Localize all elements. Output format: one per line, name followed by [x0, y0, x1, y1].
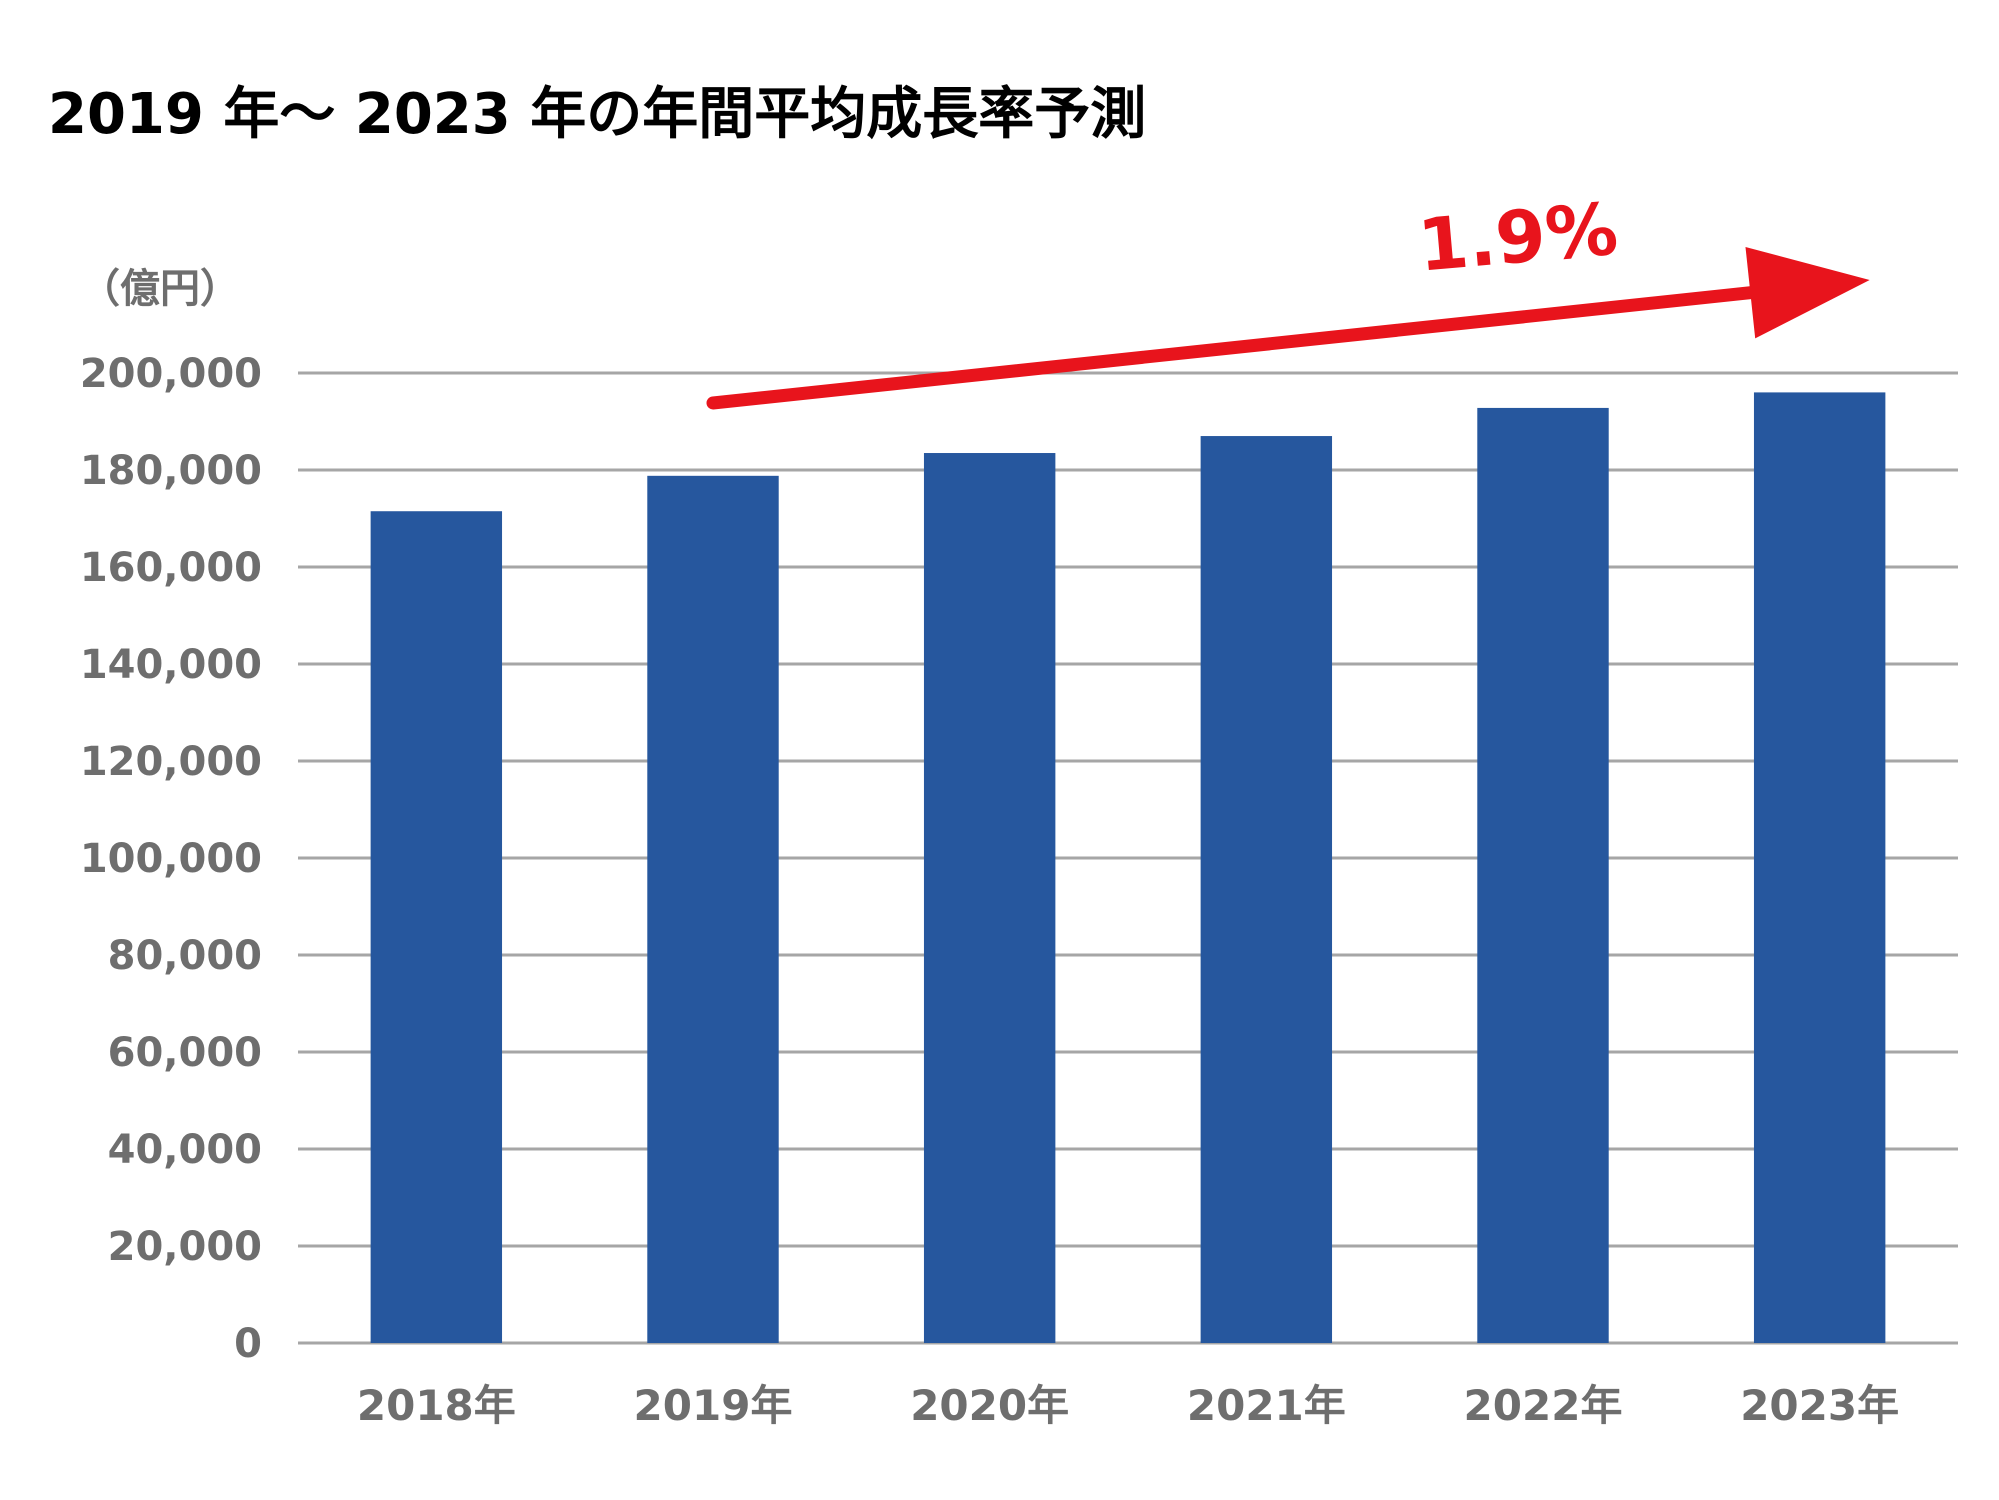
gridlines	[298, 371, 1958, 1345]
bar	[1753, 392, 1886, 1343]
x-axis-category-labels: 2018年 2019年 2020年 2021年 2022年 2023年	[357, 1381, 1899, 1430]
bar	[370, 511, 503, 1344]
y-tick-label: 100,000	[80, 836, 262, 882]
bars	[370, 392, 1886, 1344]
x-category-label: 2019年	[634, 1381, 793, 1430]
x-category-label: 2023年	[1740, 1381, 1899, 1430]
bar	[1477, 407, 1609, 1343]
bar	[923, 453, 1056, 1343]
y-tick-label: 160,000	[80, 545, 262, 591]
y-tick-label: 60,000	[108, 1030, 262, 1076]
x-category-label: 2022年	[1464, 1381, 1623, 1430]
x-category-label: 2021年	[1187, 1381, 1346, 1430]
y-tick-label: 140,000	[80, 642, 262, 688]
x-category-label: 2020年	[910, 1381, 1069, 1430]
y-tick-label: 0	[234, 1321, 262, 1367]
y-axis-unit-label: （億円）	[80, 266, 240, 312]
y-tick-label: 200,000	[80, 351, 262, 397]
x-category-label: 2018年	[357, 1381, 516, 1430]
y-tick-label: 80,000	[108, 933, 262, 979]
growth-annotation: 1.9%	[706, 187, 1870, 410]
y-tick-label: 20,000	[108, 1224, 262, 1270]
bar	[1200, 436, 1333, 1343]
y-tick-label: 40,000	[108, 1127, 262, 1173]
growth-arrow-shaft	[706, 286, 1757, 410]
y-tick-label: 120,000	[80, 739, 262, 785]
y-tick-label: 180,000	[80, 448, 262, 494]
growth-arrow-head	[1745, 246, 1870, 339]
bar	[647, 475, 779, 1343]
chart-title: 2019 年～ 2023 年の年間平均成長率予測	[48, 82, 1146, 147]
growth-rate-label: 1.9%	[1415, 187, 1621, 288]
y-axis-tick-labels: 0 20,000 40,000 60,000 80,000 100,000 120,000 1…	[80, 351, 262, 1367]
